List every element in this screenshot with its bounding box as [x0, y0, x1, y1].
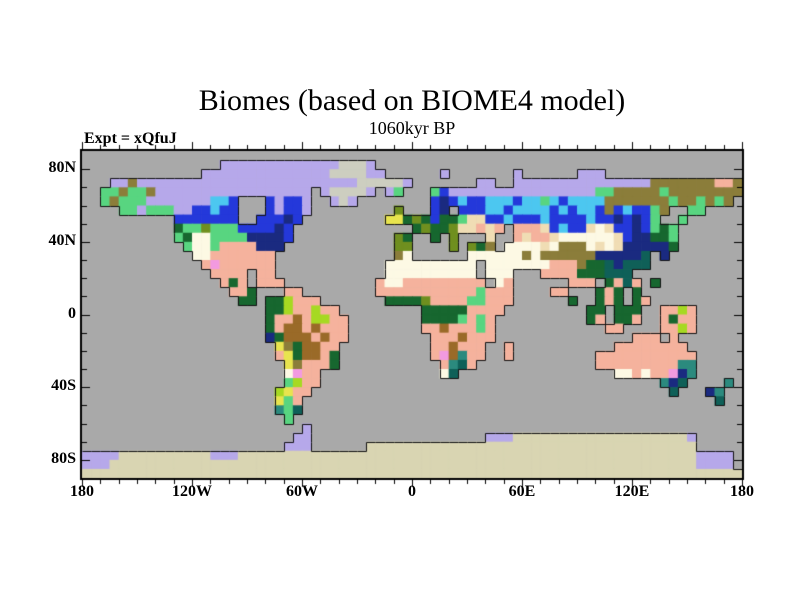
- figure-title: Biomes (based on BIOME4 model): [198, 84, 626, 117]
- x-axis-label: 0: [408, 483, 416, 500]
- figure-subtitle: 1060kyr BP: [368, 118, 456, 138]
- x-axis-label: 180: [730, 483, 754, 500]
- x-axis-label: 120E: [614, 483, 650, 500]
- x-axis-label: 120W: [172, 483, 212, 500]
- x-axis-label: 180: [70, 483, 94, 500]
- y-axis-label: 40S: [51, 377, 76, 395]
- y-axis-label: 80S: [51, 449, 76, 467]
- x-axis-label: 60E: [508, 483, 536, 500]
- y-axis-label: 40N: [48, 231, 76, 249]
- y-axis-label: 0: [68, 304, 76, 322]
- x-axis-label: 60W: [286, 483, 318, 500]
- experiment-label: Expt = xQfuJ: [84, 130, 177, 147]
- y-axis-label: 80N: [48, 159, 76, 177]
